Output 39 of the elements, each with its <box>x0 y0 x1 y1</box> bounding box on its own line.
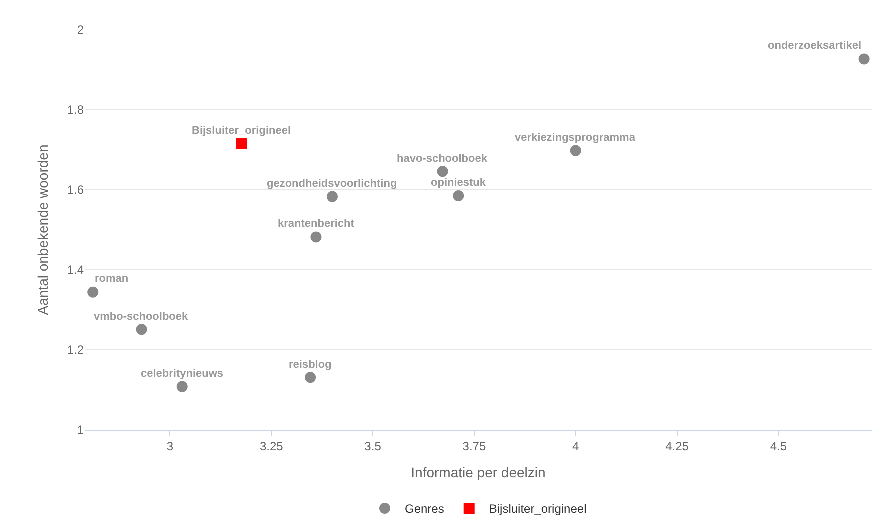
y-tick-label: 1.6 <box>67 183 84 198</box>
annotation: havo-schoolboek <box>397 153 488 165</box>
annotation: krantenbericht <box>278 218 355 230</box>
annotation: gezondheidsvoorlichting <box>267 178 398 190</box>
annotation: onderzoeksartikel <box>768 40 862 52</box>
legend-label: Genres <box>405 502 444 516</box>
annotation: reisblog <box>289 359 332 371</box>
point <box>176 381 188 392</box>
point <box>570 145 582 156</box>
y-tick-label: 1.8 <box>67 103 84 118</box>
annotation: vmbo-schoolboek <box>94 311 190 323</box>
x-tick-label: 3.5 <box>364 439 382 454</box>
point <box>136 324 148 336</box>
x-tick-label: 4 <box>572 439 580 454</box>
point <box>305 372 316 384</box>
annotation: roman <box>95 273 129 285</box>
annotation: celebritynieuws <box>141 368 224 380</box>
annotation: Bijsluiter_origineel <box>192 125 292 137</box>
x-tick-label: 3.25 <box>260 439 284 454</box>
y-axis-title: Aantal onbekende woorden <box>34 144 51 316</box>
point <box>88 286 99 298</box>
x-tick-label: 4.5 <box>770 439 788 454</box>
point <box>437 166 448 178</box>
point <box>310 232 322 243</box>
y-tick-label: 1.2 <box>67 343 84 358</box>
point <box>326 191 338 202</box>
point <box>858 54 870 65</box>
legend-label: Bijsluiter_origineel <box>489 502 587 516</box>
x-tick-label: 3 <box>166 439 174 454</box>
annotation: verkiezingsprogramma <box>515 132 636 144</box>
x-tick-label: 3.75 <box>462 439 486 454</box>
point <box>453 190 464 202</box>
y-tick-label: 1.4 <box>67 263 84 278</box>
x-axis-title: Informatie per deelzin <box>411 464 546 481</box>
y-tick-label: 1 <box>77 423 84 438</box>
point <box>236 138 248 150</box>
y-tick-label: 2 <box>77 23 84 38</box>
annotation: opiniestuk <box>431 177 487 189</box>
x-tick-label: 4.25 <box>666 439 690 454</box>
